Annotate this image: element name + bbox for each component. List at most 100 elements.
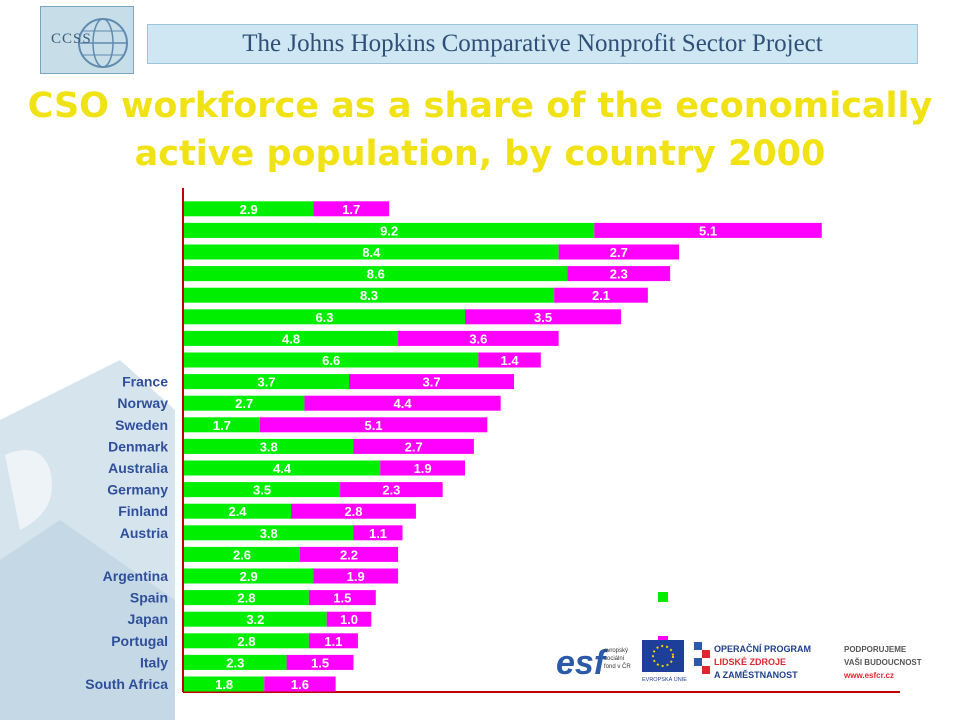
data-label-paid: 3.7 <box>257 375 275 390</box>
category-label: Germany <box>107 482 168 498</box>
data-label-volunteer: 1.4 <box>501 353 520 368</box>
bar-volunteers <box>286 654 354 670</box>
data-label-paid: 3.5 <box>253 483 271 498</box>
logo-text: CCSS <box>51 31 92 47</box>
bar-paid-staff <box>184 654 287 670</box>
bar-paid-staff <box>184 352 479 368</box>
eu-flag-logo: EVROPSKÁ UNIE <box>642 640 687 683</box>
data-label-paid: 2.9 <box>240 202 258 217</box>
bar-paid-staff <box>184 266 568 282</box>
project-title: The Johns Hopkins Comparative Nonprofit … <box>242 30 823 57</box>
data-label-paid: 3.8 <box>260 439 278 454</box>
data-label-volunteer: 5.1 <box>365 418 383 433</box>
data-label-paid: 3.2 <box>246 612 264 627</box>
data-label-volunteer: 3.6 <box>469 331 487 346</box>
data-label-volunteer: 1.5 <box>311 655 329 670</box>
bar-paid-staff <box>184 633 309 649</box>
bar-paid-staff <box>184 568 314 584</box>
category-label: Finland <box>118 503 168 519</box>
bar-volunteers <box>594 222 822 238</box>
support-url: www.esfcr.cz <box>843 671 894 680</box>
data-label-paid: 1.8 <box>215 677 233 692</box>
bar-volunteers <box>380 460 465 476</box>
bar-paid-staff <box>184 309 465 325</box>
chart-title-line-2: active population, by country 2000 <box>134 134 826 174</box>
bar-volunteers <box>398 330 559 346</box>
data-label-volunteer: 5.1 <box>699 223 717 238</box>
bar-paid-staff <box>184 222 595 238</box>
data-label-paid: 9.2 <box>380 223 398 238</box>
bar-volunteers <box>308 633 358 649</box>
category-label: Japan <box>128 611 168 627</box>
eu-text: EVROPSKÁ UNIE <box>642 676 687 683</box>
data-label-volunteer: 2.1 <box>592 288 610 303</box>
data-label-paid: 8.6 <box>367 267 385 282</box>
category-label: Spain <box>130 590 168 606</box>
bar-volunteers <box>299 546 399 562</box>
data-label-paid: 8.3 <box>360 288 378 303</box>
op-line-3: A ZAMĚSTNANOST <box>714 669 798 680</box>
data-label-volunteer: 1.7 <box>342 202 360 217</box>
data-label-volunteer: 3.5 <box>534 310 552 325</box>
bar-volunteers <box>464 309 622 325</box>
data-label-volunteer: 4.4 <box>394 396 413 411</box>
bar-paid-staff <box>184 330 399 346</box>
data-label-paid: 2.8 <box>237 591 255 606</box>
data-label-volunteer: 2.7 <box>610 245 628 260</box>
bar-paid-staff <box>184 395 305 411</box>
data-label-volunteer: 2.8 <box>344 504 362 519</box>
bar-paid-staff <box>184 546 300 562</box>
bar-paid-staff <box>184 417 260 433</box>
project-header: The Johns Hopkins Comparative Nonprofit … <box>147 24 918 64</box>
bar-paid-staff <box>184 201 314 217</box>
data-label-paid: 6.3 <box>315 310 333 325</box>
bar-paid-staff <box>184 287 555 303</box>
bar-volunteers <box>259 417 488 433</box>
data-label-paid: 2.8 <box>237 634 255 649</box>
esf-logo: esf evropský sociální fond v ČR <box>556 644 631 682</box>
data-label-paid: 6.6 <box>322 353 340 368</box>
bar-volunteers <box>554 287 648 303</box>
bar-paid-staff <box>184 374 350 390</box>
category-label: Sweden <box>115 417 168 433</box>
bar-volunteers <box>313 568 399 584</box>
data-label-paid: 2.7 <box>235 396 253 411</box>
data-label-volunteer: 1.9 <box>414 461 432 476</box>
bar-volunteers <box>558 244 680 260</box>
legend-swatch-paid <box>658 592 668 602</box>
support-logo: PODPORUJEME VAŠI BUDOUCNOST www.esfcr.cz <box>843 645 922 680</box>
op-lzz-logo: OPERAČNÍ PROGRAM LIDSKÉ ZDROJE A ZAMĚSTN… <box>694 642 811 680</box>
bar-paid-staff <box>184 525 354 541</box>
data-label-paid: 4.4 <box>273 461 292 476</box>
bar-volunteers <box>304 395 501 411</box>
bar-volunteers <box>308 590 376 606</box>
category-label: Norway <box>117 395 168 411</box>
data-label-paid: 8.4 <box>362 245 381 260</box>
esf-line-1: evropský <box>604 648 628 654</box>
category-label: France <box>122 374 168 390</box>
category-label: Argentina <box>103 568 169 584</box>
bar-paid-staff <box>184 438 354 454</box>
chart-title: CSO workforce as a share of the economic… <box>0 82 960 178</box>
data-label-paid: 2.9 <box>240 569 258 584</box>
bar-volunteers <box>353 525 403 541</box>
data-label-volunteer: 2.3 <box>610 267 628 282</box>
support-line-1: PODPORUJEME <box>844 645 907 654</box>
bar-paid-staff <box>184 244 559 260</box>
bar-volunteers <box>326 611 372 627</box>
bar-volunteers <box>349 374 515 390</box>
globe-icon <box>78 18 128 68</box>
category-label: Australia <box>108 460 168 476</box>
support-line-2: VAŠI BUDOUCNOST <box>844 658 922 667</box>
ccss-logo: CCSS <box>40 6 134 74</box>
chart-title-line-1: CSO workforce as a share of the economic… <box>27 86 933 126</box>
category-label: Denmark <box>108 438 168 454</box>
data-label-volunteer: 1.9 <box>347 569 365 584</box>
bar-paid-staff <box>184 482 341 498</box>
data-label-paid: 3.8 <box>260 526 278 541</box>
data-label-volunteer: 1.1 <box>324 634 342 649</box>
esf-line-2: sociální <box>604 656 625 662</box>
stacked-bar-chart: 2.9 1.7 9.2 5.1 8.4 2.7 8.6 2.3 8.3 2.1 6.3 3.5 4.8 3… <box>85 188 900 693</box>
data-label-volunteer: 2.2 <box>340 547 358 562</box>
